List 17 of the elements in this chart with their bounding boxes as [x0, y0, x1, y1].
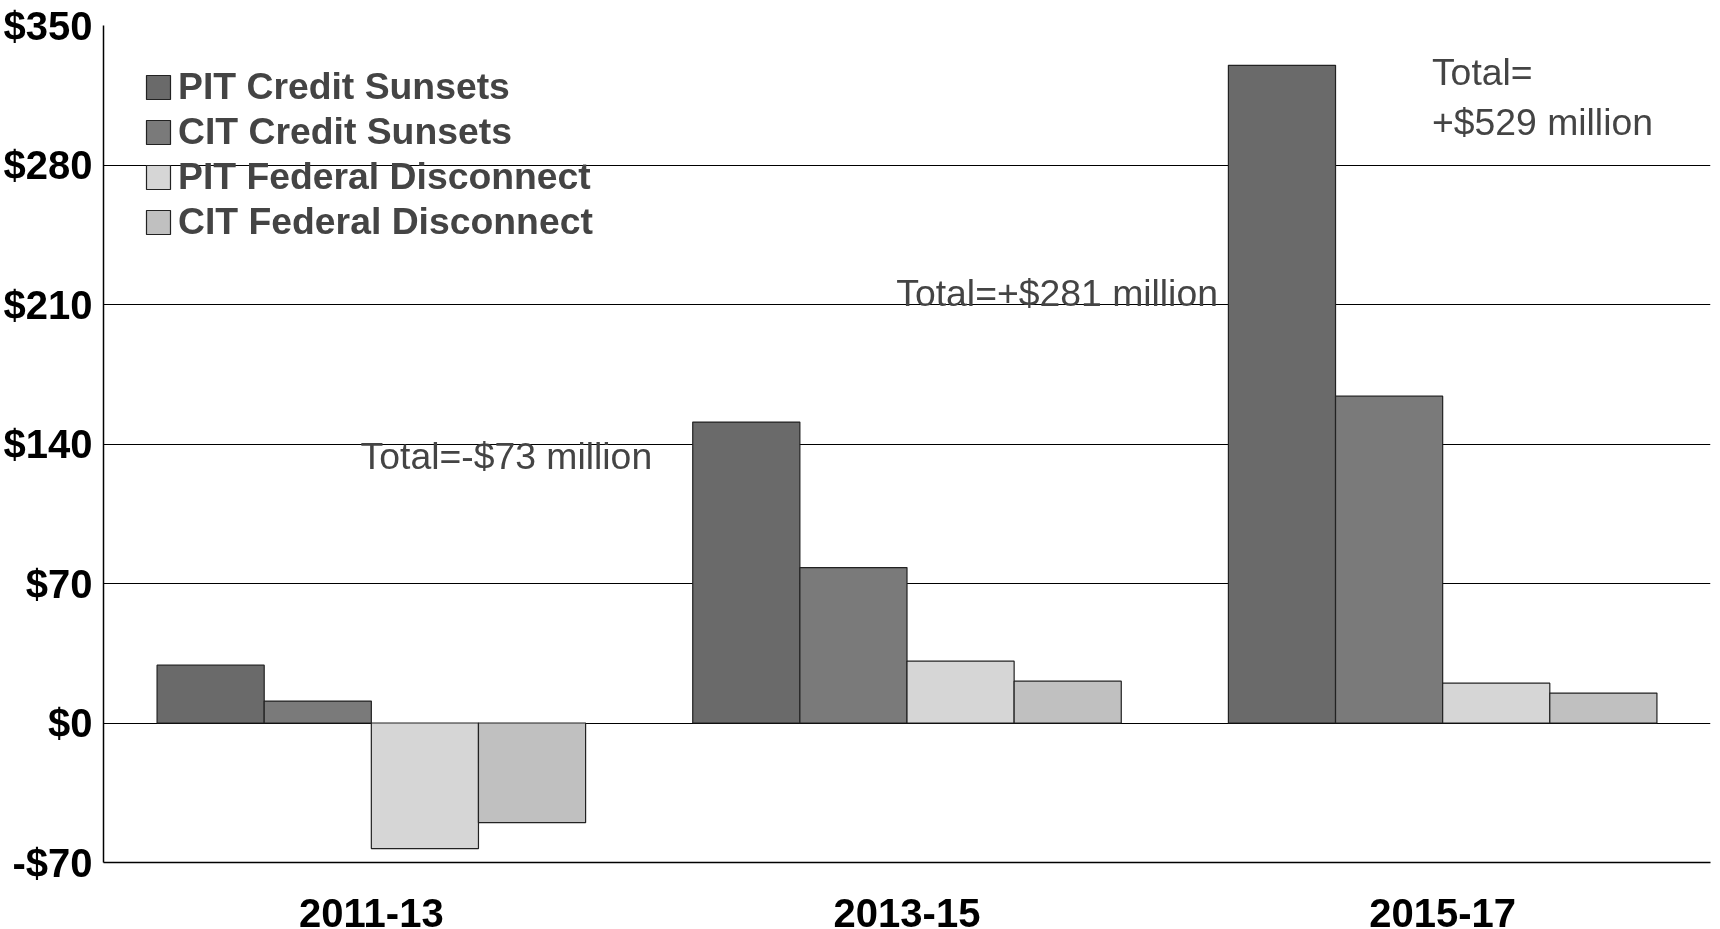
y-tick-label: $350 [3, 3, 93, 48]
legend-label: PIT Credit Sunsets [178, 65, 510, 108]
y-tick-label: $140 [3, 422, 93, 466]
annotation: Total=-$73 million [360, 434, 653, 477]
legend-label: CIT Federal Disconnect [178, 200, 593, 243]
y-tick-label: $70 [25, 561, 93, 606]
y-tick-label: $210 [3, 282, 93, 327]
x-tick-label: 2013-15 [833, 890, 981, 929]
y-tick-label: -$70 [12, 840, 93, 885]
x-tick-label: 2011-13 [299, 890, 444, 929]
legend-label: PIT Federal Disconnect [178, 155, 591, 198]
annotation: Total= +$529 million [1431, 51, 1653, 144]
annotation: Total=+$281 million [896, 271, 1218, 314]
y-tick-label: $280 [3, 143, 93, 187]
legend-label: CIT Credit Sunsets [178, 110, 512, 153]
x-tick-label: 2015-17 [1369, 890, 1517, 929]
y-tick-label: $0 [48, 701, 93, 745]
